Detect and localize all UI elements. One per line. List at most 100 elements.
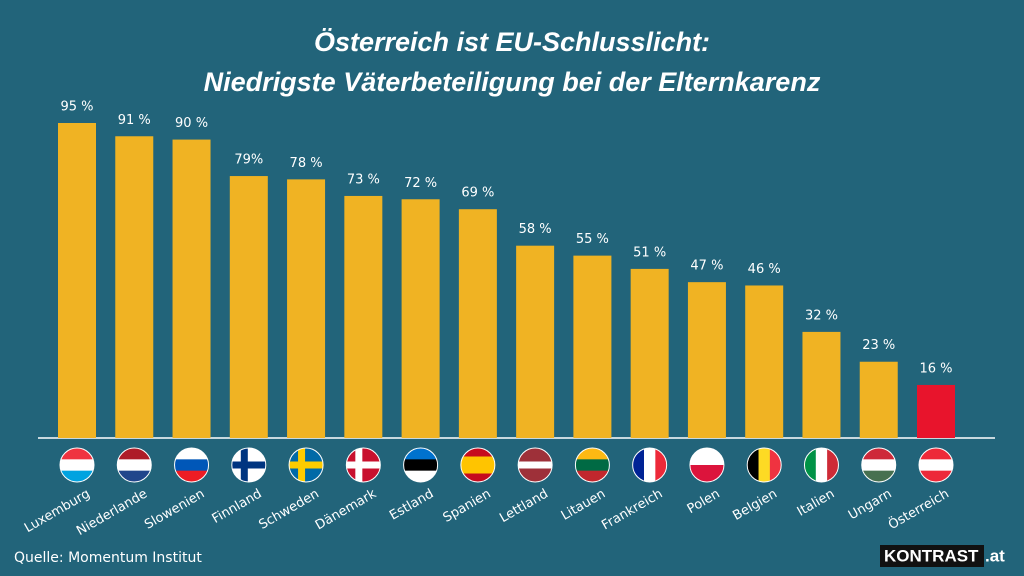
flag-part: [769, 448, 782, 482]
flag-ring: [632, 447, 668, 483]
bar: [859, 361, 898, 438]
flag-part: [919, 470, 953, 482]
flag-part: [403, 459, 438, 472]
value-label: 73 %: [347, 172, 380, 187]
bar: [58, 123, 96, 438]
flag: [746, 447, 782, 483]
bar: [229, 176, 268, 439]
flag-body: [231, 448, 266, 482]
value-label: 72 %: [404, 176, 437, 191]
flag-part: [644, 448, 656, 482]
chart-title: Niedrigste Väterbeteiligung bei der Elte…: [204, 67, 821, 97]
flag-part: [747, 448, 760, 482]
value-label: 90 %: [175, 116, 208, 131]
flag-ring: [231, 447, 267, 483]
flag: [517, 447, 553, 483]
value-label: 46 %: [748, 262, 781, 277]
value-label: 95 %: [60, 100, 93, 115]
flag-body: [747, 448, 782, 482]
flag-part: [655, 448, 667, 482]
flag-ring: [174, 447, 210, 483]
flag-part: [804, 448, 817, 482]
flag-ring: [746, 447, 782, 483]
bar: [458, 209, 497, 438]
bar: [687, 282, 726, 438]
value-label: 47 %: [690, 259, 723, 274]
bar: [172, 139, 211, 438]
flag-body: [460, 448, 495, 482]
flag: [918, 447, 954, 483]
flag: [861, 447, 897, 483]
flag-body: [346, 448, 381, 482]
flag-part: [919, 459, 953, 472]
flag-part: [60, 470, 94, 482]
flag: [59, 447, 95, 483]
value-label: 78 %: [290, 156, 323, 171]
bar: [401, 199, 440, 438]
flag: [803, 447, 839, 483]
flag-part: [861, 448, 896, 460]
flag-part: [289, 461, 324, 469]
flag-part: [861, 470, 896, 482]
flag-ring: [689, 447, 725, 483]
flag: [689, 447, 725, 483]
flag-body: [403, 448, 438, 482]
flag-part: [919, 448, 953, 460]
flag-ring: [403, 447, 439, 483]
value-label: 69 %: [461, 186, 494, 201]
flag-part: [117, 459, 152, 472]
flag-part: [689, 448, 724, 465]
flag-part: [231, 461, 266, 469]
flag: [231, 447, 267, 483]
flag-part: [117, 448, 152, 460]
flag-part: [861, 459, 896, 472]
flag: [632, 447, 668, 483]
flag-body: [117, 448, 152, 482]
flag-part: [575, 459, 610, 472]
bar: [745, 285, 784, 438]
value-label: 23 %: [862, 338, 895, 353]
flag-body: [804, 448, 839, 482]
flag: [174, 447, 210, 483]
bar: [573, 255, 612, 438]
flag-ring: [345, 447, 381, 483]
bar: [344, 195, 383, 438]
flag-part: [174, 448, 209, 460]
flag-body: [919, 448, 953, 482]
flag-body: [575, 448, 610, 482]
flag-ring: [574, 447, 610, 483]
flag-body: [289, 448, 324, 482]
flag-part: [575, 448, 610, 460]
flag-part: [689, 465, 724, 482]
flag-ring: [918, 447, 954, 483]
logo-suffix: .at: [985, 546, 1005, 565]
flag-part: [758, 448, 771, 482]
bar: [802, 331, 841, 438]
flag-body: [632, 448, 667, 482]
value-label: 16 %: [919, 361, 952, 376]
flag-body: [174, 448, 209, 482]
flag-part: [632, 448, 645, 482]
flag-part: [355, 448, 363, 482]
flag-ring: [861, 447, 897, 483]
flag: [574, 447, 610, 483]
chart-title: Österreich ist EU-Schlusslicht:: [314, 27, 710, 57]
flag: [403, 447, 439, 483]
flag-part: [403, 448, 438, 460]
flag-ring: [803, 447, 839, 483]
flag-part: [298, 448, 306, 482]
value-label: 55 %: [576, 232, 609, 247]
flag-part: [460, 456, 495, 474]
value-label: 51 %: [633, 245, 666, 260]
value-label: 32 %: [805, 308, 838, 323]
flag-part: [174, 459, 209, 472]
flag: [288, 447, 324, 483]
bar: [115, 136, 154, 438]
bar: [917, 384, 955, 438]
bar: [516, 245, 555, 438]
flag-part: [240, 448, 248, 482]
flag-part: [403, 470, 438, 482]
